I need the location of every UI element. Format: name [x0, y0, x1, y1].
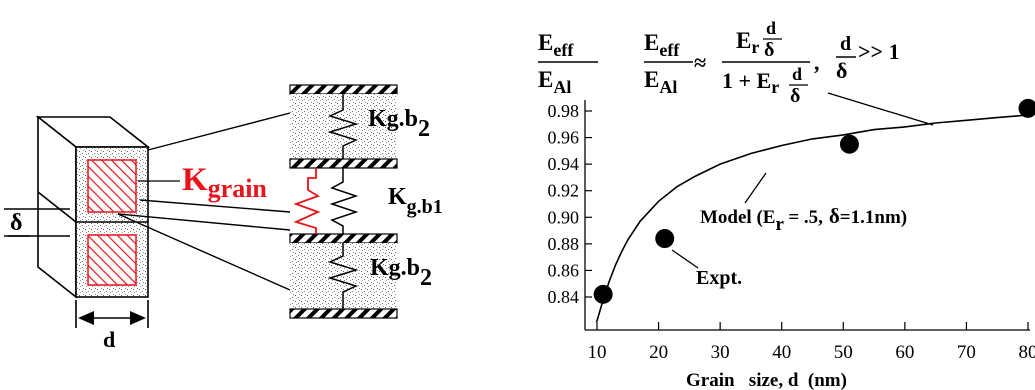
spring-mid — [329, 168, 359, 234]
y-tick-label: 0.94 — [548, 154, 580, 174]
y-tick-label: 0.86 — [548, 260, 580, 280]
x-tick-label: 70 — [957, 342, 976, 363]
x-axis-title: Grain size, d (nm) — [686, 370, 847, 390]
eq-rhs-denominator: 1 + Er — [722, 68, 779, 97]
connector-lines — [117, 112, 291, 291]
grain-block — [35, 115, 151, 299]
grain-upper — [87, 159, 137, 213]
x-tick-label: 80 — [1019, 342, 1035, 363]
model-curve — [596, 114, 1029, 322]
plate-mid-upper — [289, 158, 398, 169]
spring-top — [327, 94, 359, 159]
x-tick-label: 50 — [834, 342, 853, 363]
equation-header: Eeff EAl Eeff EAl ≈ Er d δ 1 + Er d δ , … — [538, 18, 900, 107]
expt-leader — [671, 249, 699, 269]
x-tick-label: 10 — [588, 342, 607, 363]
y-tick-label: 0.92 — [548, 181, 580, 201]
spring-bottom-label: Kg.b2 — [370, 255, 432, 291]
expt-point — [655, 229, 675, 249]
eq-comma: , — [814, 50, 820, 75]
ylabel-numerator: Eeff — [538, 30, 574, 60]
equation-leader — [827, 92, 934, 126]
delta-label: δ — [10, 210, 22, 236]
spring-grain-red — [293, 168, 321, 234]
y-tick-label: 0.98 — [548, 101, 580, 121]
y-tick-label: 0.90 — [548, 207, 580, 227]
grain-lower — [87, 234, 137, 286]
eq-lhs-numerator: Eeff — [644, 30, 680, 60]
model-curve-tail — [595, 320, 598, 323]
eq-cond-delta: δ — [836, 58, 847, 83]
x-tick-label: 40 — [772, 342, 791, 363]
ylabel-denominator: EAl — [538, 67, 571, 97]
plate-top — [289, 84, 398, 95]
expt-point — [1018, 98, 1035, 118]
expt-point — [593, 284, 613, 304]
expt-point — [839, 134, 859, 154]
eq-rhs-den-delta: δ — [790, 85, 800, 107]
eq-rhs-numerator: Er — [736, 28, 759, 57]
eq-rhs-num-delta: δ — [764, 39, 774, 61]
spring-mid-label: Kg.b1 — [388, 184, 443, 218]
eq-cond-d: d — [840, 33, 851, 55]
plot-area: 0.84 0.86 0.88 0.90 0.92 0.94 0.96 0.98 10 20 30 40… — [548, 98, 1035, 363]
y-tick-label: 0.96 — [548, 128, 580, 148]
y-tick-label: 0.84 — [548, 287, 580, 307]
expt-label: Expt. — [696, 267, 742, 289]
eq-lhs-denominator: EAl — [644, 67, 677, 97]
plate-bottom — [289, 308, 398, 319]
grain-boundary-line — [37, 191, 77, 223]
spring-top-label: Kg.b2 — [368, 106, 430, 142]
spring-column — [289, 84, 398, 319]
eq-approx: ≈ — [694, 50, 706, 75]
x-tick-label: 30 — [711, 342, 730, 363]
spring-bottom — [327, 243, 359, 309]
eq-rhs-den-d: d — [792, 64, 802, 84]
k-grain-label: Kgrain — [182, 162, 267, 203]
model-leader — [744, 172, 767, 204]
plate-mid-lower — [289, 233, 398, 244]
d-label: d — [103, 327, 115, 352]
eq-rhs-num-d: d — [766, 18, 776, 38]
y-tick-label: 0.88 — [548, 234, 580, 254]
model-label: Model (Er = .5, δ=1.1nm) — [700, 204, 907, 235]
x-tick-label: 20 — [649, 342, 668, 363]
eq-cond-gg: >> 1 — [858, 39, 900, 64]
d-dimension — [75, 300, 149, 328]
x-tick-label: 60 — [895, 342, 914, 363]
